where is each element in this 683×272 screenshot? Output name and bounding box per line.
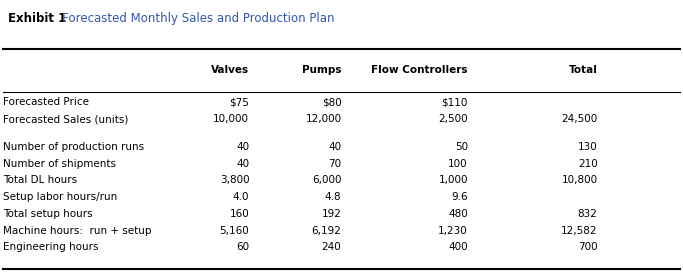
Text: Forecasted Sales (units): Forecasted Sales (units) <box>3 114 129 124</box>
Text: Forecasted Monthly Sales and Production Plan: Forecasted Monthly Sales and Production … <box>51 12 335 25</box>
Text: 3,800: 3,800 <box>220 175 249 185</box>
Text: 1,000: 1,000 <box>438 175 468 185</box>
Text: 10,000: 10,000 <box>213 114 249 124</box>
Text: Exhibit 1: Exhibit 1 <box>8 12 66 25</box>
Text: 1,230: 1,230 <box>438 226 468 236</box>
Text: Total setup hours: Total setup hours <box>3 209 93 219</box>
Text: 400: 400 <box>448 242 468 252</box>
Text: 5,160: 5,160 <box>219 226 249 236</box>
Text: 832: 832 <box>578 209 598 219</box>
Text: $75: $75 <box>229 97 249 107</box>
Text: 6,192: 6,192 <box>311 226 342 236</box>
Text: 70: 70 <box>329 159 342 169</box>
Text: Forecasted Price: Forecasted Price <box>3 97 89 107</box>
Text: 130: 130 <box>578 142 598 152</box>
Text: 480: 480 <box>448 209 468 219</box>
Text: 24,500: 24,500 <box>561 114 598 124</box>
Text: 12,000: 12,000 <box>305 114 342 124</box>
Text: 40: 40 <box>329 142 342 152</box>
Text: Number of shipments: Number of shipments <box>3 159 116 169</box>
Text: 240: 240 <box>322 242 342 252</box>
Text: Pumps: Pumps <box>302 65 342 75</box>
Text: Engineering hours: Engineering hours <box>3 242 99 252</box>
Text: 4.0: 4.0 <box>233 192 249 202</box>
Text: 160: 160 <box>229 209 249 219</box>
Text: 100: 100 <box>448 159 468 169</box>
Text: Total DL hours: Total DL hours <box>3 175 78 185</box>
Text: Flow Controllers: Flow Controllers <box>372 65 468 75</box>
Text: 40: 40 <box>236 159 249 169</box>
Text: 700: 700 <box>578 242 598 252</box>
Text: Machine hours:  run + setup: Machine hours: run + setup <box>3 226 152 236</box>
Text: 50: 50 <box>455 142 468 152</box>
Text: 6,000: 6,000 <box>312 175 342 185</box>
Text: 12,582: 12,582 <box>561 226 598 236</box>
Text: $110: $110 <box>441 97 468 107</box>
Text: 2,500: 2,500 <box>438 114 468 124</box>
Text: 210: 210 <box>578 159 598 169</box>
Text: 60: 60 <box>236 242 249 252</box>
Text: Valves: Valves <box>211 65 249 75</box>
Text: 192: 192 <box>322 209 342 219</box>
Text: Total: Total <box>569 65 598 75</box>
Text: 4.8: 4.8 <box>325 192 342 202</box>
Text: Number of production runs: Number of production runs <box>3 142 145 152</box>
Text: $80: $80 <box>322 97 342 107</box>
Text: 40: 40 <box>236 142 249 152</box>
Text: Setup labor hours/run: Setup labor hours/run <box>3 192 117 202</box>
Text: 10,800: 10,800 <box>561 175 598 185</box>
Text: 9.6: 9.6 <box>451 192 468 202</box>
